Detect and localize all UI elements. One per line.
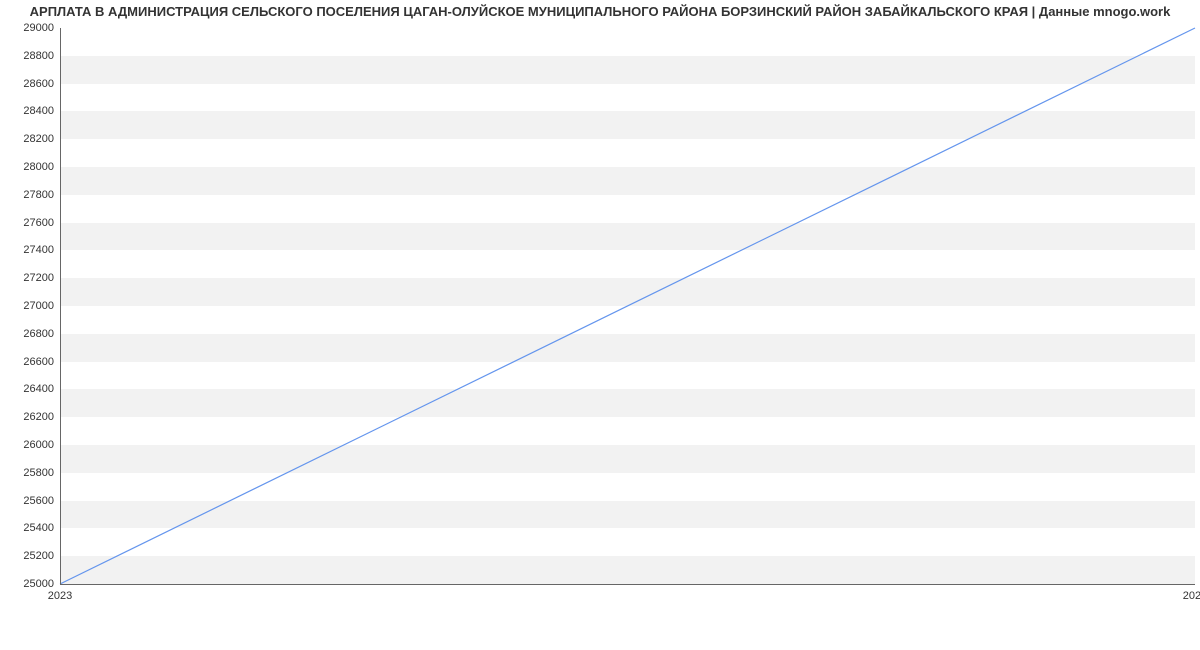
y-tick-label: 27000 <box>23 300 54 312</box>
chart-title: АРПЛАТА В АДМИНИСТРАЦИЯ СЕЛЬСКОГО ПОСЕЛЕ… <box>0 4 1200 19</box>
y-tick-label: 26000 <box>23 439 54 451</box>
y-tick-label: 26200 <box>23 411 54 423</box>
y-tick-label: 29000 <box>23 22 54 34</box>
x-tick-label: 2024 <box>1183 590 1200 602</box>
y-tick-label: 28600 <box>23 78 54 90</box>
y-axis-line <box>60 28 61 584</box>
y-tick-label: 25800 <box>23 467 54 479</box>
x-axis-line <box>60 584 1195 585</box>
y-tick-label: 27200 <box>23 272 54 284</box>
y-tick-label: 26800 <box>23 328 54 340</box>
y-tick-label: 27800 <box>23 189 54 201</box>
y-tick-label: 25200 <box>23 550 54 562</box>
y-tick-label: 25600 <box>23 495 54 507</box>
x-tick-label: 2023 <box>48 590 72 602</box>
y-tick-label: 28400 <box>23 105 54 117</box>
y-tick-label: 26600 <box>23 356 54 368</box>
y-tick-label: 28000 <box>23 161 54 173</box>
y-tick-label: 28800 <box>23 50 54 62</box>
series-line <box>60 28 1195 584</box>
y-tick-label: 25400 <box>23 522 54 534</box>
y-tick-label: 25000 <box>23 578 54 590</box>
y-tick-label: 27600 <box>23 217 54 229</box>
line-layer <box>60 28 1195 584</box>
y-tick-label: 26400 <box>23 383 54 395</box>
chart-container: АРПЛАТА В АДМИНИСТРАЦИЯ СЕЛЬСКОГО ПОСЕЛЕ… <box>0 0 1200 650</box>
plot-area: 2500025200254002560025800260002620026400… <box>60 28 1195 584</box>
y-tick-label: 28200 <box>23 133 54 145</box>
y-tick-label: 27400 <box>23 244 54 256</box>
